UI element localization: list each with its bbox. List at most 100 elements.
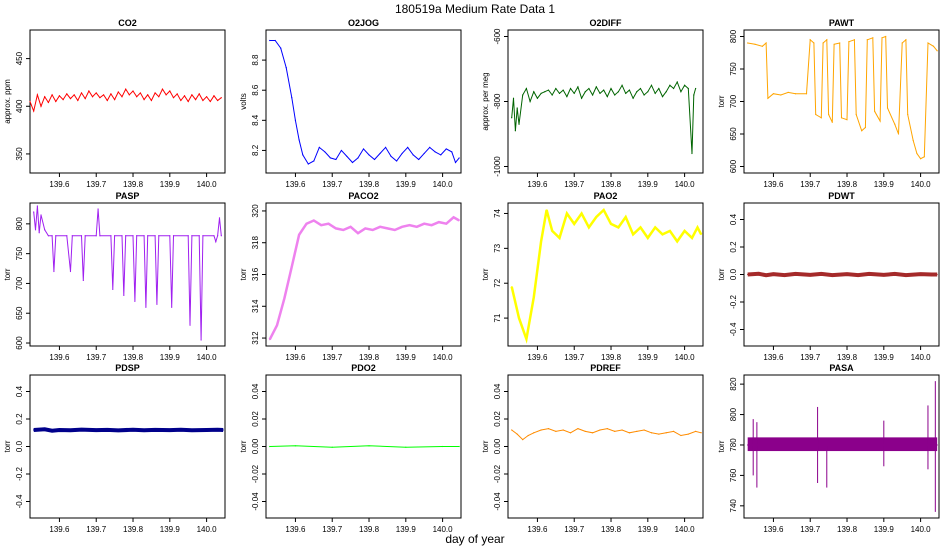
y-axis-label: torr <box>239 440 248 452</box>
data-point <box>139 92 141 94</box>
x-tick-label: 140.0 <box>911 353 932 362</box>
data-point <box>206 429 208 431</box>
panel-o2jog: O2JOG volts 139.6 139.7 139.8 139.9 140.0 8.2 8.… <box>239 18 462 189</box>
data-point <box>379 152 381 155</box>
x-tick-label: 139.6 <box>763 180 784 189</box>
y-tick-label: 0.2 <box>729 241 738 253</box>
data-point <box>132 90 134 92</box>
data-point <box>44 428 46 430</box>
y-tick-label: 400 <box>15 99 24 113</box>
data-point <box>217 429 219 431</box>
data-point <box>927 42 929 44</box>
y-tick-label: 72 <box>493 278 502 287</box>
data-point <box>134 300 136 302</box>
x-tick-label: 139.9 <box>396 525 417 534</box>
data-point <box>595 216 597 218</box>
y-axis-label: torr <box>239 268 248 280</box>
data-point <box>294 445 297 447</box>
data-point <box>529 100 531 103</box>
panel-title: PDSP <box>115 363 140 373</box>
data-point <box>669 230 671 232</box>
data-point <box>676 240 678 242</box>
data-point <box>99 235 101 237</box>
data-point <box>384 146 387 149</box>
data-point <box>691 237 693 239</box>
data-point <box>577 428 579 430</box>
data-point <box>269 445 271 448</box>
data-point <box>342 229 344 231</box>
data-point <box>379 226 381 228</box>
data-point <box>51 94 53 96</box>
data-point <box>672 430 675 432</box>
data-point <box>672 87 675 90</box>
data-point <box>883 274 885 276</box>
x-tick-label: 140.0 <box>433 180 454 189</box>
data-point <box>610 223 612 225</box>
data-point <box>897 133 900 135</box>
x-tick-label: 139.7 <box>564 180 585 189</box>
data-point <box>396 160 398 162</box>
data-point <box>566 96 568 98</box>
x-tick-label: 139.8 <box>123 525 144 534</box>
data-point <box>55 235 57 237</box>
x-tick-label: 139.6 <box>49 353 70 362</box>
data-point <box>198 235 200 237</box>
data-point <box>117 429 119 432</box>
y-tick-label: 8.6 <box>251 84 260 96</box>
y-tick-label: 0.02 <box>251 411 260 427</box>
data-point <box>684 230 686 232</box>
x-tick-label: 139.8 <box>837 180 858 189</box>
data-point <box>815 113 817 116</box>
data-point <box>511 429 513 431</box>
data-point <box>191 94 193 96</box>
data-point <box>294 119 297 121</box>
data-point <box>595 86 597 88</box>
data-point <box>905 39 907 41</box>
data-point <box>544 91 546 93</box>
data-point <box>280 47 282 49</box>
data-point <box>647 91 649 93</box>
data-point <box>754 43 756 45</box>
data-point <box>665 432 667 434</box>
data-point <box>357 157 359 159</box>
data-point <box>516 433 518 435</box>
data-point <box>518 123 520 125</box>
data-point <box>669 84 671 86</box>
data-point <box>136 96 138 98</box>
data-point <box>357 232 359 234</box>
x-tick-label: 139.7 <box>800 180 821 189</box>
data-point <box>215 241 217 243</box>
data-point <box>522 94 524 96</box>
data-point <box>327 223 330 225</box>
x-tick-label: 140.0 <box>675 180 696 189</box>
data-point <box>639 226 642 229</box>
data-point <box>36 94 38 96</box>
data-point <box>687 433 689 435</box>
data-point <box>44 229 46 231</box>
data-point <box>220 97 222 99</box>
data-point <box>340 149 343 152</box>
x-tick-label: 139.7 <box>564 525 585 534</box>
data-point <box>516 107 518 109</box>
y-axis-label: volts <box>239 93 248 109</box>
data-point <box>132 235 134 237</box>
y-tick-label: 600 <box>729 159 738 173</box>
data-point <box>412 154 414 156</box>
x-tick-label: 140.0 <box>433 525 454 534</box>
x-tick-label: 139.9 <box>160 353 181 362</box>
x-tick-label: 139.7 <box>86 525 107 534</box>
panel-title: O2DIFF <box>589 18 622 28</box>
data-point <box>66 93 68 95</box>
data-point <box>907 113 909 116</box>
data-point <box>324 151 326 153</box>
data-point <box>540 92 542 94</box>
data-point <box>213 95 215 97</box>
y-tick-label: -0.4 <box>729 322 738 336</box>
data-point <box>77 99 79 102</box>
data-point <box>820 117 822 119</box>
x-tick-label: 139.7 <box>322 353 343 362</box>
panel-pdwt: PDWT torr 139.6 139.7 139.8 139.9 140.0 -0.4 -0.… <box>717 191 940 362</box>
y-tick-label: 750 <box>729 62 738 76</box>
x-tick-label: 139.6 <box>49 180 70 189</box>
y-tick-label: -0.2 <box>15 467 24 481</box>
